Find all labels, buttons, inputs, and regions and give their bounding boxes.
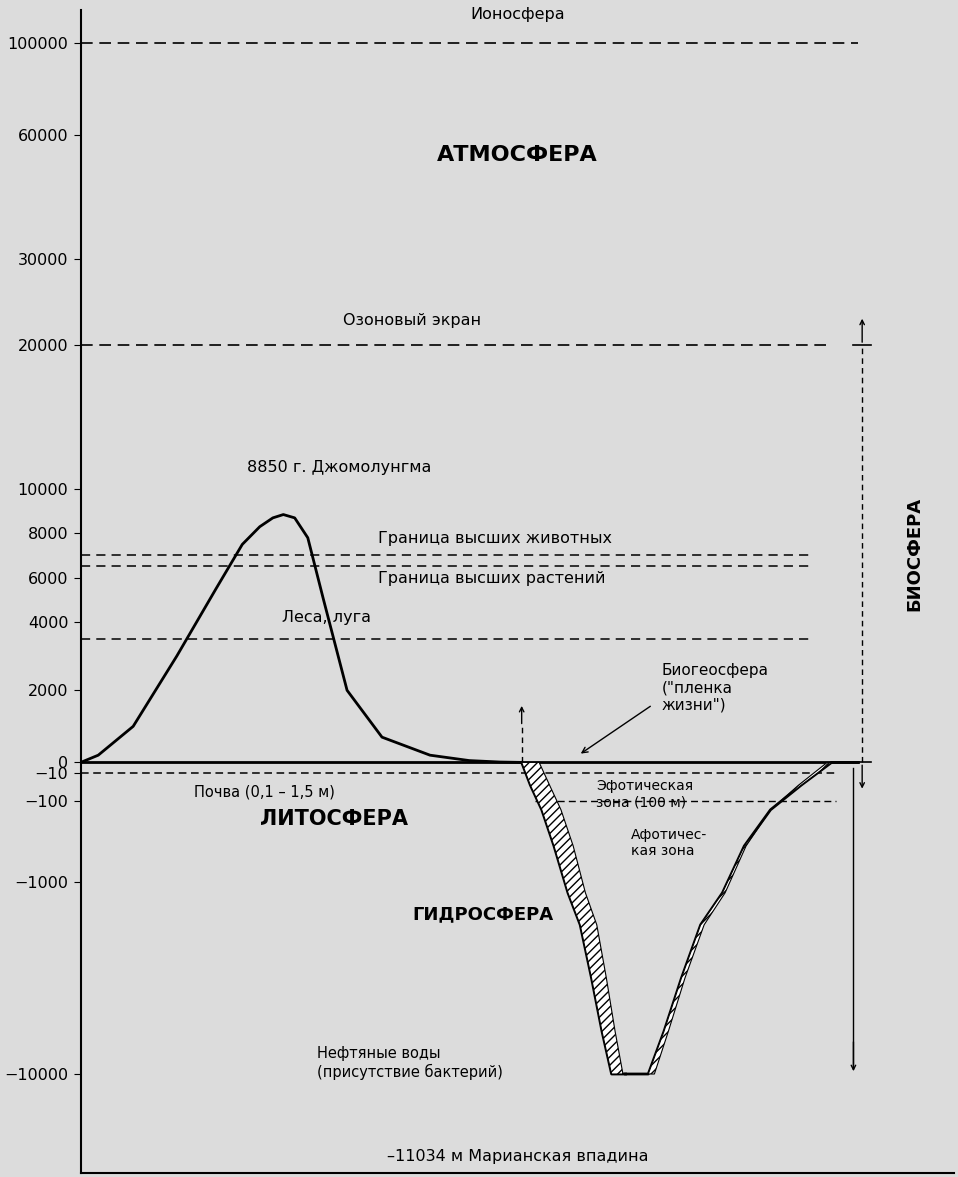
Text: ГИДРОСФЕРА: ГИДРОСФЕРА [413, 905, 554, 923]
Text: Эфотическая
зона (100 м): Эфотическая зона (100 м) [596, 779, 693, 810]
Polygon shape [626, 763, 854, 1073]
Text: 8850 г. Джомолунгма: 8850 г. Джомолунгма [246, 460, 431, 476]
Text: Биогеосфера
("пленка
жизни"): Биогеосфера ("пленка жизни") [661, 663, 768, 712]
Polygon shape [522, 763, 633, 1073]
Text: БИОСФЕРА: БИОСФЕРА [905, 497, 924, 611]
Text: Озоновый экран: Озоновый экран [344, 313, 482, 327]
Text: Граница высших животных: Граница высших животных [377, 531, 611, 546]
Text: Почва (0,1 – 1,5 м): Почва (0,1 – 1,5 м) [194, 785, 335, 799]
Text: Ионосфера: Ионосфера [470, 7, 564, 21]
Text: Граница высших растений: Граница высших растений [377, 571, 605, 586]
Text: Афотичес-
кая зона: Афотичес- кая зона [630, 827, 707, 858]
Text: ЛИТОСФЕРА: ЛИТОСФЕРА [260, 809, 408, 829]
Text: Леса, луга: Леса, луга [282, 610, 371, 625]
Text: Нефтяные воды
(присутствие бактерий): Нефтяные воды (присутствие бактерий) [316, 1046, 502, 1080]
Text: –11034 м Марианская впадина: –11034 м Марианская впадина [387, 1149, 648, 1164]
Text: АТМОСФЕРА: АТМОСФЕРА [437, 145, 598, 165]
